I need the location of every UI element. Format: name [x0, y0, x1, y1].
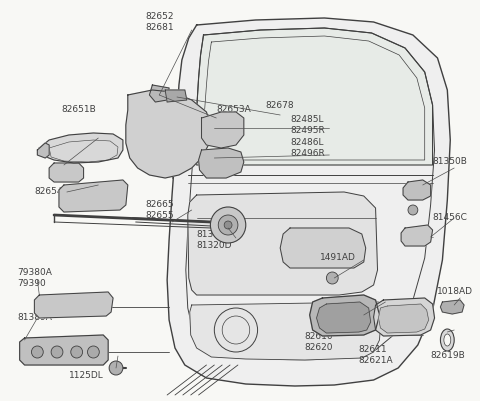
Polygon shape — [441, 300, 464, 314]
Polygon shape — [35, 292, 113, 318]
Polygon shape — [280, 228, 366, 268]
Circle shape — [210, 207, 246, 243]
Circle shape — [87, 346, 99, 358]
Text: 82611
82621A: 82611 82621A — [359, 345, 394, 365]
Circle shape — [408, 205, 418, 215]
Polygon shape — [149, 85, 169, 102]
Polygon shape — [310, 295, 380, 336]
Circle shape — [109, 361, 123, 375]
Polygon shape — [167, 18, 450, 386]
Text: 82665
82655: 82665 82655 — [145, 200, 174, 220]
Text: 79380A
79390: 79380A 79390 — [18, 268, 53, 288]
Ellipse shape — [444, 334, 451, 346]
Text: 82652
82681: 82652 82681 — [145, 12, 174, 32]
Ellipse shape — [441, 329, 454, 351]
Text: 82651B: 82651B — [61, 105, 96, 115]
Polygon shape — [373, 298, 434, 336]
Polygon shape — [37, 143, 49, 158]
Polygon shape — [403, 180, 431, 200]
Polygon shape — [202, 112, 244, 148]
Polygon shape — [39, 133, 123, 163]
Polygon shape — [165, 90, 187, 102]
Text: 81389A: 81389A — [18, 314, 53, 322]
Circle shape — [51, 346, 63, 358]
Text: 81310D
81320D: 81310D 81320D — [197, 230, 232, 250]
Polygon shape — [188, 192, 377, 295]
Polygon shape — [401, 225, 432, 246]
Text: 82678: 82678 — [265, 101, 294, 109]
Text: 1125DL: 1125DL — [69, 371, 104, 381]
Text: 82654A: 82654A — [35, 188, 69, 196]
Circle shape — [218, 215, 238, 235]
Polygon shape — [197, 28, 432, 165]
Text: 81350B: 81350B — [432, 158, 468, 166]
Text: 82653A: 82653A — [216, 105, 251, 115]
Text: 82610
82620: 82610 82620 — [305, 332, 334, 352]
Polygon shape — [49, 163, 84, 182]
Polygon shape — [126, 90, 211, 178]
Circle shape — [326, 272, 338, 284]
Polygon shape — [379, 304, 429, 333]
Circle shape — [32, 346, 43, 358]
Polygon shape — [20, 335, 108, 365]
Text: 82619B: 82619B — [431, 350, 465, 360]
Polygon shape — [59, 180, 128, 212]
Polygon shape — [199, 148, 244, 178]
Text: 1018AD: 1018AD — [436, 288, 472, 296]
Text: 82486L
82496R: 82486L 82496R — [290, 138, 325, 158]
Circle shape — [71, 346, 83, 358]
Text: 1491AD: 1491AD — [320, 253, 355, 263]
Polygon shape — [317, 302, 371, 333]
Polygon shape — [190, 302, 382, 360]
Circle shape — [224, 221, 232, 229]
Text: 81456C: 81456C — [432, 213, 468, 223]
Text: 82485L
82495R: 82485L 82495R — [290, 115, 325, 135]
